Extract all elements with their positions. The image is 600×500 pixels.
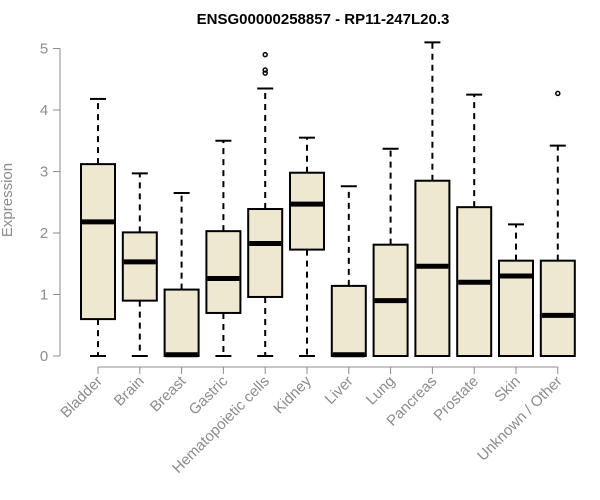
box-iqr [80, 163, 116, 321]
outlier-point [555, 90, 561, 97]
box-iqr [289, 171, 325, 251]
box-group [498, 223, 534, 357]
x-tick-label: Bladder [57, 373, 106, 422]
y-axis: 0 1 2 3 4 5 [40, 41, 61, 365]
box-group [121, 172, 158, 357]
plot-area [80, 41, 576, 358]
outlier-point [262, 67, 268, 73]
box-group [289, 136, 325, 357]
box-iqr [121, 231, 158, 302]
box-group [80, 97, 116, 357]
x-tick-label: Skin [491, 373, 524, 406]
box-iqr [539, 259, 576, 357]
chart-title: ENSG00000258857 - RP11-247L20.3 [197, 11, 450, 28]
x-tick-label: Kidney [270, 372, 315, 417]
box-iqr [205, 230, 242, 314]
x-tick-label: Lung [363, 373, 399, 409]
box-group [539, 90, 576, 357]
x-tick-label: Brain [111, 373, 148, 410]
y-tick-label: 3 [40, 164, 48, 181]
box-group [330, 185, 367, 358]
box-iqr [247, 208, 284, 298]
x-tick-label: Liver [322, 373, 357, 408]
box-group [456, 93, 493, 357]
outlier-point [262, 70, 268, 76]
box-iqr [330, 284, 367, 358]
outlier-point [262, 51, 268, 58]
box-group [247, 51, 284, 357]
y-tick-label: 5 [40, 41, 48, 58]
y-tick-label: 1 [40, 287, 48, 304]
box-group [205, 139, 242, 357]
x-tick-label: Prostate [430, 373, 482, 425]
box-iqr [163, 288, 200, 357]
box-group [372, 147, 409, 357]
x-tick-label: Breast [147, 372, 190, 415]
y-tick-label: 4 [40, 102, 48, 119]
y-axis-label: Expression [0, 163, 16, 237]
y-tick-label: 0 [40, 348, 48, 365]
y-tick-label: 2 [40, 225, 48, 242]
box-group [414, 41, 451, 357]
box-group [163, 192, 200, 358]
